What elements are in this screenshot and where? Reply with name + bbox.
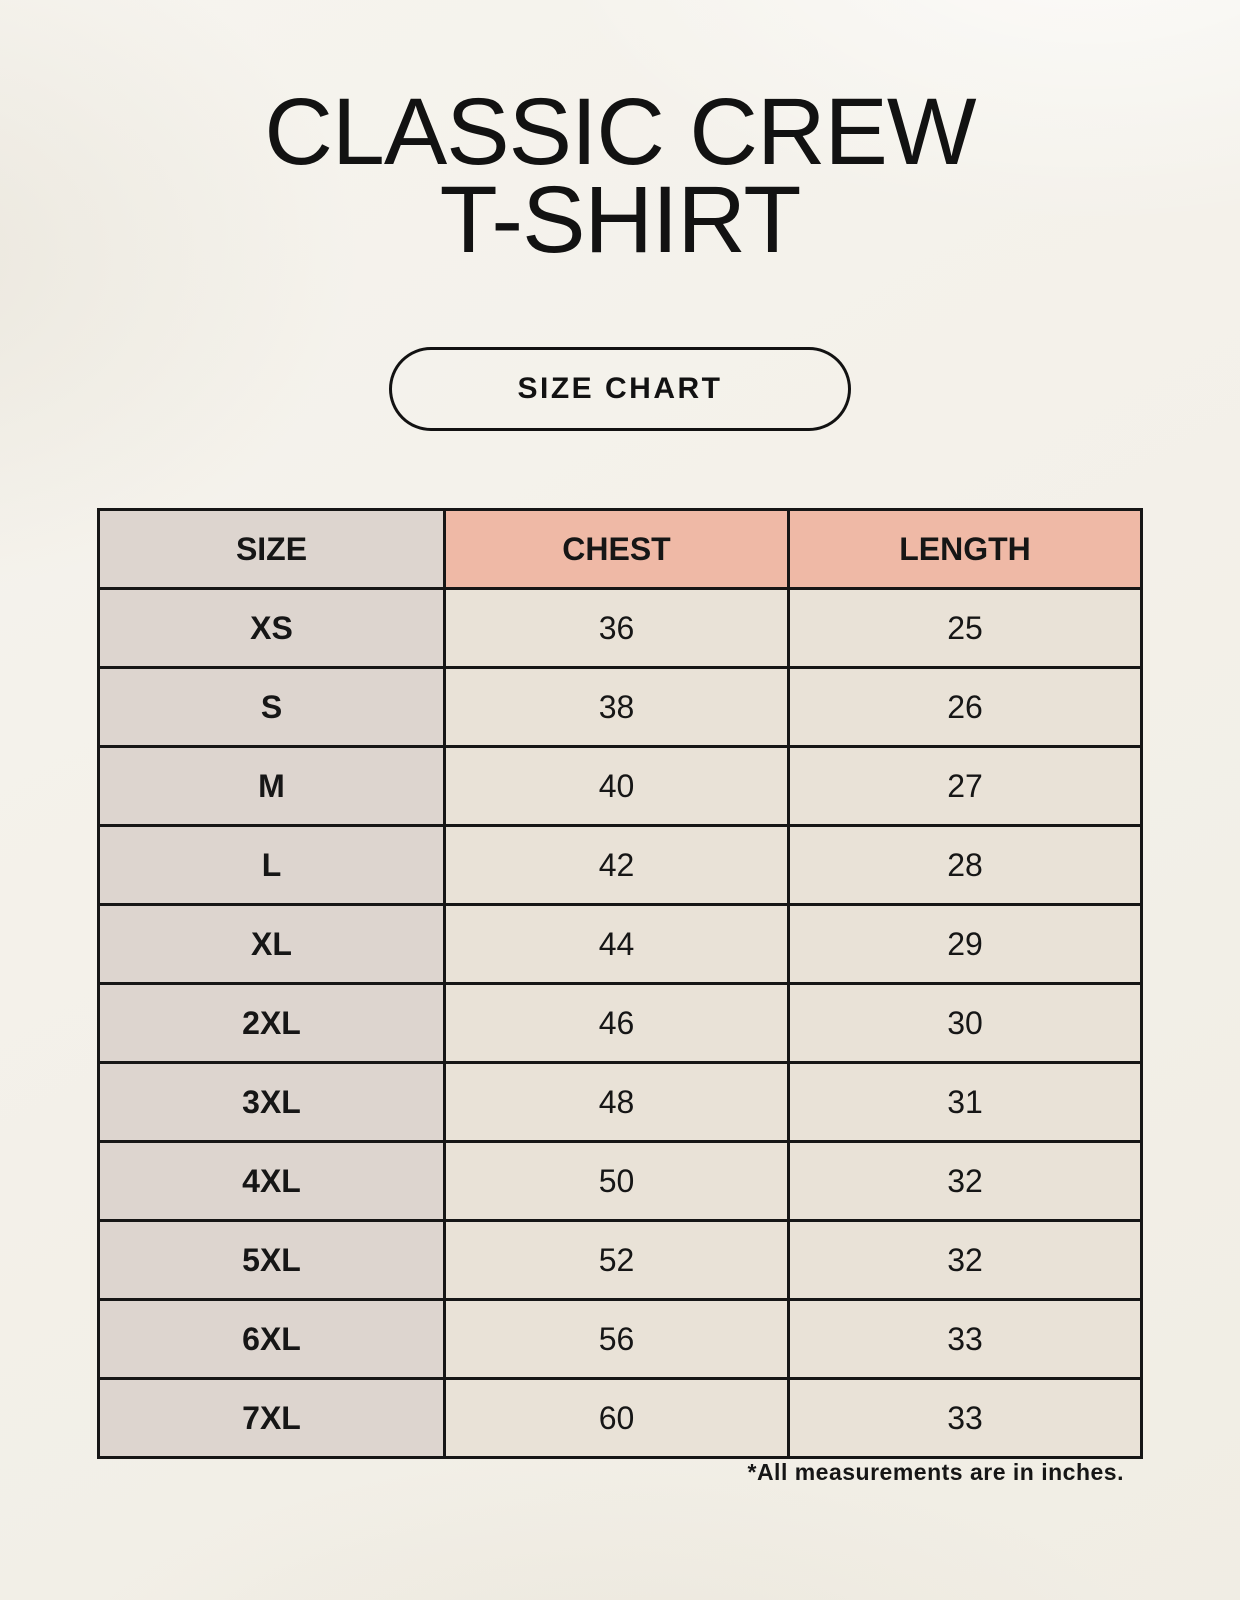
length-value: 28 [787,824,1143,906]
table-row: M 40 27 [97,745,1143,827]
size-chart-table: SIZE CHEST LENGTH XS 36 25 S 38 26 M 40 … [97,508,1143,1459]
table-row: XL 44 29 [97,903,1143,985]
length-value: 33 [787,1298,1143,1380]
length-value: 29 [787,903,1143,985]
size-label: XL [97,903,446,985]
chest-value: 44 [443,903,790,985]
chest-value: 40 [443,745,790,827]
chest-value: 46 [443,982,790,1064]
table-header-row: SIZE CHEST LENGTH [97,508,1143,590]
size-label: M [97,745,446,827]
size-label: 6XL [97,1298,446,1380]
size-label: 5XL [97,1219,446,1301]
size-chart-button[interactable]: SIZE CHART [389,347,851,431]
table-row: 7XL 60 33 [97,1377,1143,1459]
table-row: S 38 26 [97,666,1143,748]
chest-value: 42 [443,824,790,906]
product-title-line2: T-SHIRT [439,167,802,273]
chest-value: 56 [443,1298,790,1380]
size-label: 3XL [97,1061,446,1143]
chest-value: 48 [443,1061,790,1143]
chest-value: 52 [443,1219,790,1301]
size-label: S [97,666,446,748]
table-row: 5XL 52 32 [97,1219,1143,1301]
table-row: XS 36 25 [97,587,1143,669]
size-label: 4XL [97,1140,446,1222]
size-label: XS [97,587,446,669]
length-value: 32 [787,1140,1143,1222]
measurements-footnote: *All measurements are in inches. [747,1459,1124,1485]
length-value: 26 [787,666,1143,748]
length-value: 30 [787,982,1143,1064]
column-header-length: LENGTH [787,508,1143,590]
length-value: 33 [787,1377,1143,1459]
chest-value: 36 [443,587,790,669]
length-value: 27 [787,745,1143,827]
chest-value: 50 [443,1140,790,1222]
length-value: 31 [787,1061,1143,1143]
chest-value: 38 [443,666,790,748]
table-row: 2XL 46 30 [97,982,1143,1064]
length-value: 25 [787,587,1143,669]
size-label: 2XL [97,982,446,1064]
product-title-line1: CLASSIC CREW [264,79,976,185]
table-row: L 42 28 [97,824,1143,906]
length-value: 32 [787,1219,1143,1301]
size-chart-button-label: SIZE CHART [517,372,723,405]
size-label: L [97,824,446,906]
chest-value: 60 [443,1377,790,1459]
product-title: CLASSIC CREW T-SHIRT [0,79,1240,273]
column-header-size: SIZE [97,508,446,590]
table-row: 3XL 48 31 [97,1061,1143,1143]
column-header-chest: CHEST [443,508,790,590]
table-row: 6XL 56 33 [97,1298,1143,1380]
table-row: 4XL 50 32 [97,1140,1143,1222]
size-label: 7XL [97,1377,446,1459]
